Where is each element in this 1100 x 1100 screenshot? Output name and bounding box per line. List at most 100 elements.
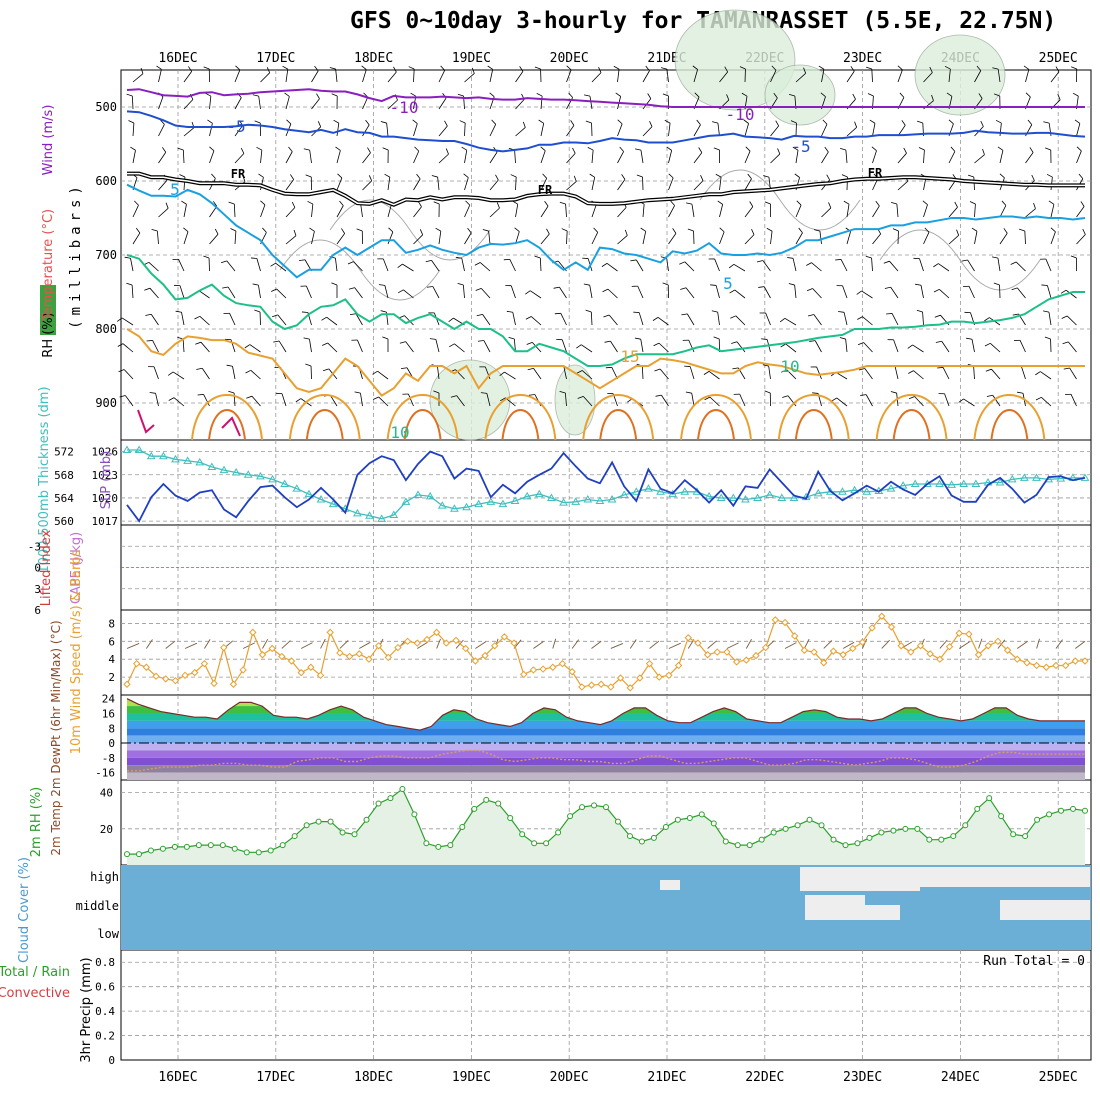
thickness-point <box>559 498 568 506</box>
wind-barb <box>640 150 644 164</box>
wind-barb <box>464 73 475 83</box>
wind-barb-flag <box>440 65 445 71</box>
wind-barb <box>1076 234 1086 245</box>
wind-barb-flag <box>401 367 408 370</box>
wind-barb-flag <box>999 173 1005 179</box>
wind-barb-flag <box>935 340 942 343</box>
wind-tick-label: 6 <box>108 635 115 648</box>
wind-barb-flag <box>730 315 736 319</box>
wind-speed-point <box>955 629 963 637</box>
wind-speed-point <box>829 647 838 655</box>
wind-barb <box>840 259 848 272</box>
wind-axis-label: 10m Wind Speed (m/s) & Barbs <box>69 549 84 754</box>
wind-speed-point <box>471 657 480 665</box>
wind-speed-point <box>549 663 557 671</box>
rh-point <box>806 816 813 823</box>
wind-barb-flag <box>662 93 669 97</box>
wind-barb-flag <box>435 227 442 232</box>
temp-tick-label: -8 <box>102 752 115 765</box>
temp-contour-10 <box>126 254 1085 367</box>
wind-barb-flag <box>860 394 867 396</box>
wind-barb <box>1015 261 1026 272</box>
wind-speed-point <box>413 639 422 647</box>
wind-barb <box>378 396 389 407</box>
precip-tick-label: 0.8 <box>95 956 115 969</box>
wind-barb-flag <box>653 342 660 347</box>
wind-barb-flag <box>230 228 237 232</box>
wind-barb-flag <box>649 121 653 127</box>
wind-barb <box>668 177 674 191</box>
wind-barb-flag <box>388 227 394 233</box>
wind-barb-flag <box>1035 371 1041 376</box>
wind-speed-point <box>926 650 934 658</box>
wind-barb-flag <box>841 174 848 178</box>
slp-tick-label: 1026 <box>92 446 119 459</box>
wind-barb <box>1025 208 1036 218</box>
rh-point <box>195 842 202 849</box>
temp-contour-30 <box>137 409 155 434</box>
wind-barb-flag <box>246 395 253 399</box>
wind-barb-flag <box>726 94 730 101</box>
wind-barb-flag <box>835 259 842 261</box>
wind-barb-flag <box>373 396 379 400</box>
wind-barb <box>209 233 219 245</box>
wind-barb-flag <box>382 336 389 340</box>
wind-barb-flag <box>566 65 572 71</box>
wind-barb-flag <box>1048 200 1055 205</box>
date-label-bottom: 21DEC <box>647 1070 686 1085</box>
upper-panel-side-label: RH (%) <box>41 312 56 357</box>
wind-barb <box>285 235 297 245</box>
wind-barb-flag <box>1018 228 1025 232</box>
wind-barb-flag <box>719 227 725 233</box>
wind-speed-point <box>336 649 344 657</box>
wind-barb-flag <box>209 146 215 152</box>
wind-barb-flag <box>450 395 457 398</box>
wind-barb <box>714 258 720 272</box>
wind-speed-point <box>374 642 383 650</box>
wind-barb <box>684 261 695 272</box>
wind-barb-flag <box>213 201 218 207</box>
wind-speed-point <box>568 668 576 676</box>
wind-barb-flag <box>471 67 475 74</box>
wind-barb <box>178 259 185 272</box>
rh-point <box>207 842 214 849</box>
wind-barb <box>642 126 653 137</box>
wind-barb-flag <box>431 175 438 178</box>
wind-barb-flag <box>559 390 566 394</box>
slp-tick-label: 1023 <box>92 469 119 482</box>
wind-barb <box>405 341 414 353</box>
date-label-bottom: 23DEC <box>843 1070 882 1085</box>
thickness-point <box>122 445 132 454</box>
wind-barb-flag <box>897 65 903 71</box>
rh-point <box>183 843 190 850</box>
wind-barb <box>736 341 746 353</box>
wind-barb-flag <box>710 284 717 286</box>
wind-speed-point <box>171 676 180 685</box>
wind-barb <box>640 339 644 353</box>
wind-barb <box>404 315 414 326</box>
wind-barb <box>657 317 669 326</box>
wind-barb-flag <box>729 289 735 294</box>
wind-barb <box>1025 152 1034 164</box>
rh-legend-swatch <box>40 285 56 335</box>
temp-tick-label: 0 <box>108 737 115 750</box>
wind-barb-flag <box>1029 147 1034 153</box>
wind-barb <box>897 69 903 83</box>
wind-barb-flag <box>519 66 524 72</box>
wind-barb <box>454 343 465 353</box>
wind-barb-flag <box>393 66 397 73</box>
rh-point <box>219 842 226 849</box>
cloud-layer-label: high <box>90 870 119 884</box>
wind-barb-flag <box>226 364 233 367</box>
wind-barb <box>617 179 626 191</box>
wind-barb-flag <box>756 260 763 263</box>
wind-barb-flag <box>764 390 771 394</box>
wind-barb-flag <box>354 391 361 394</box>
surface-wind-barb <box>978 638 983 649</box>
wind-barb <box>821 69 825 83</box>
wind-barb-flag <box>250 257 257 259</box>
thickness-point <box>607 495 617 503</box>
wind-barb <box>386 123 389 137</box>
thickness-point <box>583 495 593 503</box>
wind-barb-flag <box>831 397 837 402</box>
